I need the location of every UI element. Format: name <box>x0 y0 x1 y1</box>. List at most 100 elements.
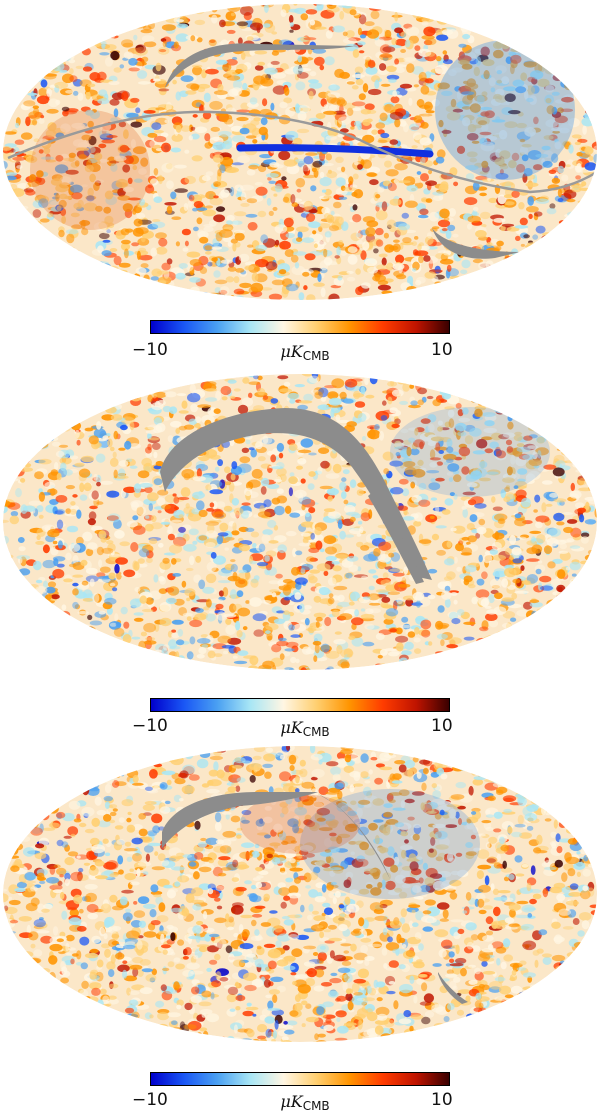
noise-blob <box>543 135 554 140</box>
noise-blob <box>93 473 98 481</box>
noise-blob <box>36 535 41 541</box>
noise-blob <box>31 618 37 624</box>
noise-blob <box>445 374 451 375</box>
noise-blob <box>237 463 252 473</box>
noise-blob <box>312 230 317 235</box>
noise-blob <box>450 592 458 596</box>
noise-blob <box>570 224 576 233</box>
noise-blob <box>534 20 540 25</box>
noise-blob <box>124 643 130 650</box>
noise-blob <box>252 542 257 549</box>
noise-blob <box>24 150 36 156</box>
noise-blob <box>467 297 473 300</box>
noise-blob <box>284 249 294 258</box>
noise-blob <box>294 577 308 585</box>
noise-blob <box>15 488 22 498</box>
noise-blob <box>328 404 343 408</box>
noise-blob <box>490 638 502 643</box>
noise-blob <box>438 657 444 667</box>
noise-blob <box>104 4 119 8</box>
noise-blob <box>194 423 201 428</box>
noise-blob <box>503 496 511 503</box>
noise-blob <box>397 380 409 385</box>
noise-blob <box>52 568 65 579</box>
noise-blob <box>557 188 563 198</box>
noise-blob <box>28 624 41 628</box>
noise-blob <box>374 273 381 281</box>
noise-blob <box>501 4 507 6</box>
noise-blob <box>508 160 517 169</box>
noise-blob <box>330 210 335 216</box>
noise-blob <box>474 22 487 32</box>
noise-blob <box>66 233 75 244</box>
noise-blob <box>205 542 216 548</box>
colorbar <box>150 320 450 334</box>
noise-blob <box>551 177 561 184</box>
noise-blob <box>593 196 597 204</box>
noise-blob <box>421 629 431 638</box>
noise-blob <box>524 279 536 287</box>
noise-blob <box>133 612 144 616</box>
noise-blob <box>3 72 5 79</box>
noise-blob <box>206 561 217 572</box>
noise-blob <box>237 404 249 415</box>
noise-blob <box>285 283 299 292</box>
noise-blob <box>199 4 204 10</box>
noise-blob <box>26 431 35 442</box>
noise-blob <box>107 276 117 285</box>
noise-blob <box>534 16 543 24</box>
noise-blob <box>288 487 293 497</box>
noise-blob <box>66 81 74 88</box>
noise-blob <box>110 163 118 172</box>
noise-blob <box>421 35 435 40</box>
noise-blob <box>118 262 131 268</box>
noise-blob <box>16 165 23 169</box>
noise-blob <box>3 229 8 236</box>
noise-blob <box>25 664 38 668</box>
noise-blob <box>157 489 169 496</box>
noise-blob <box>18 546 26 552</box>
noise-blob <box>586 626 597 631</box>
noise-blob <box>591 141 597 151</box>
noise-blob <box>27 263 35 270</box>
noise-blob <box>132 146 147 155</box>
noise-blob <box>589 418 597 429</box>
noise-blob <box>440 639 445 647</box>
noise-blob <box>134 587 141 592</box>
noise-blob <box>6 414 21 419</box>
noise-blob <box>211 4 218 13</box>
noise-blob <box>204 4 218 5</box>
noise-blob <box>432 374 439 382</box>
noise-blob <box>418 71 427 82</box>
noise-blob <box>144 386 153 393</box>
noise-blob <box>266 632 273 641</box>
noise-blob <box>373 547 381 557</box>
noise-blob <box>414 236 419 240</box>
noise-blob <box>393 442 405 448</box>
noise-blob <box>184 240 189 247</box>
noise-blob <box>269 589 280 593</box>
noise-blob <box>392 263 405 271</box>
noise-blob <box>16 220 22 230</box>
noise-blob <box>423 39 433 46</box>
noise-blob <box>224 481 232 486</box>
noise-blob <box>27 180 40 187</box>
noise-blob <box>310 532 316 540</box>
noise-blob <box>12 437 25 447</box>
noise-blob <box>23 447 37 457</box>
noise-blob <box>106 135 118 138</box>
noise-blob <box>541 28 552 38</box>
noise-blob <box>95 635 108 642</box>
noise-blob <box>179 11 185 19</box>
noise-blob <box>272 72 287 79</box>
noise-blob <box>35 0 48 3</box>
noise-blob <box>567 8 576 15</box>
noise-blob <box>298 400 313 404</box>
noise-blob <box>566 30 574 39</box>
noise-blob <box>317 404 331 410</box>
noise-blob <box>20 103 31 111</box>
noise-blob <box>419 137 432 146</box>
noise-blob <box>3 383 15 392</box>
noise-blob <box>141 388 146 398</box>
noise-blob <box>375 227 384 236</box>
